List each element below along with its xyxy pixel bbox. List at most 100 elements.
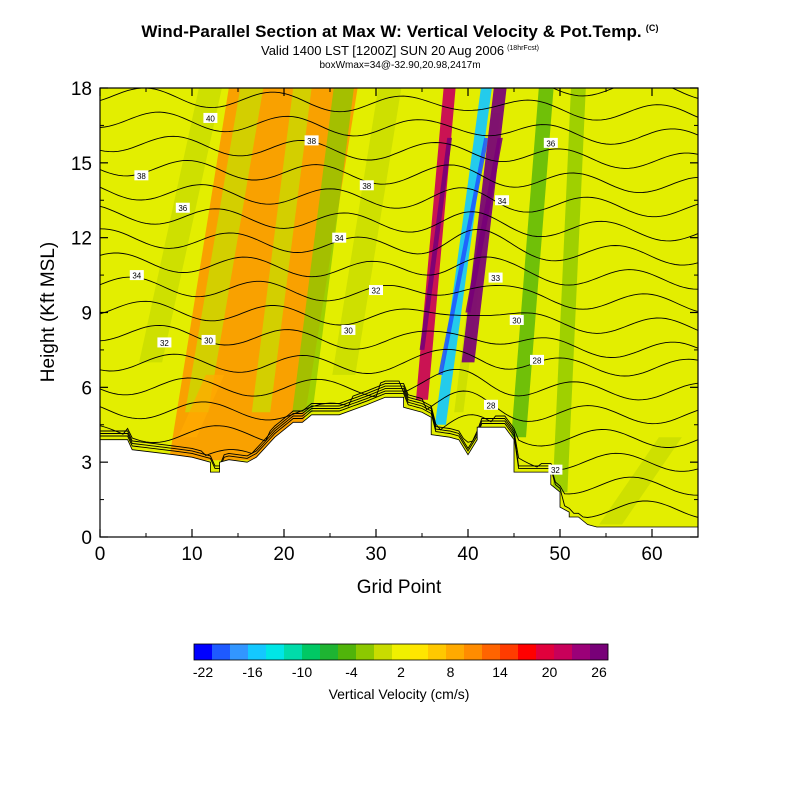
theta-contour-13 <box>100 184 698 218</box>
y-tick-label: 6 <box>81 378 92 399</box>
theta-contour-16 <box>100 111 698 145</box>
contour-label-11: 32 <box>157 337 172 348</box>
theta-contour-labels: 40 38 38 38 36 36 34 34 34 33 32 32 30 30 30 28 28 32 <box>129 112 563 475</box>
theta-contour-9 <box>100 276 698 313</box>
colorbar-swatch <box>572 644 591 660</box>
contour-label-3: 38 <box>134 170 149 181</box>
colorbar-swatch <box>374 644 393 660</box>
chart-title-mark: (C) <box>645 23 659 33</box>
colorbar-frame <box>193 643 609 661</box>
x-axis-label: Grid Point <box>357 577 442 598</box>
colorbar-swatch <box>230 644 249 660</box>
theta-contour-15 <box>100 135 698 169</box>
contour-label-6: 34 <box>332 232 347 243</box>
colorbar-tick-label: 26 <box>591 664 607 680</box>
contour-label-0: 40 <box>203 112 218 123</box>
colorbar-swatch <box>554 644 573 660</box>
contour-label-text: 32 <box>372 287 381 296</box>
contour-label-bg <box>369 285 383 296</box>
contour-label-text: 38 <box>137 172 146 181</box>
contour-label-text: 28 <box>487 401 496 410</box>
colorbar-swatch <box>500 644 519 660</box>
contour-label-bg <box>157 337 172 348</box>
colorbar-tick-label: -10 <box>292 664 312 680</box>
theta-contours <box>100 40 698 518</box>
terrain-surface <box>100 396 698 537</box>
contour-label-5: 36 <box>543 137 558 148</box>
theta-contour-1 <box>100 390 698 496</box>
y-tick-label: 0 <box>81 528 92 549</box>
colorbar-tick-label: -4 <box>345 664 358 680</box>
contour-label-bg <box>495 195 510 206</box>
contour-label-14: 30 <box>509 314 524 325</box>
y-axis-label: Height (Kft MSL) <box>38 242 59 382</box>
plot-area: 40 38 38 38 36 36 34 34 34 33 32 32 30 30 30 28 28 32 <box>100 40 698 537</box>
theta-contour-19 <box>100 40 698 76</box>
theta-contour-2 <box>100 388 698 472</box>
colorbar-swatch <box>212 644 231 660</box>
chart-subtitle-note: (18hrFcst) <box>507 45 539 52</box>
y-tick-label: 12 <box>71 229 92 250</box>
contour-label-text: 28 <box>533 356 542 365</box>
contour-label-text: 38 <box>307 137 316 146</box>
contour-label-text: 30 <box>204 336 213 345</box>
contour-label-text: 30 <box>344 326 353 335</box>
w-band-10 <box>511 88 554 438</box>
contour-label-bg <box>359 180 374 191</box>
colorbar-swatch <box>284 644 303 660</box>
x-tick-label: 40 <box>457 544 478 565</box>
chart-info-line: boxWmax=34@-32.90,20.98,2417m <box>319 60 481 71</box>
x-tick-label: 60 <box>641 544 662 565</box>
contour-label-text: 36 <box>546 139 555 148</box>
y-tick-label: 3 <box>81 453 92 474</box>
contour-label-bg <box>304 135 319 146</box>
contour-label-9: 33 <box>488 272 503 283</box>
theta-contour-4 <box>100 383 698 425</box>
contour-label-bg <box>509 314 524 325</box>
x-tick-label: 10 <box>181 544 202 565</box>
contour-label-bg <box>134 170 149 181</box>
contour-label-17: 32 <box>548 464 563 475</box>
colorbar-swatch <box>392 644 411 660</box>
colorbar-swatch <box>446 644 465 660</box>
colorbar-tick-label: -22 <box>193 664 213 680</box>
x-tick-label: 20 <box>273 544 294 565</box>
contour-label-bg <box>488 272 503 283</box>
colorbar-tick-label: 14 <box>492 664 508 680</box>
contour-label-bg <box>548 464 563 475</box>
theta-contour-6 <box>100 348 698 377</box>
contour-label-bg <box>484 399 498 410</box>
contour-label-text: 34 <box>132 272 141 281</box>
theta-contour-17 <box>100 88 698 121</box>
theta-contour-8 <box>100 300 698 334</box>
colorbar-swatch <box>410 644 429 660</box>
theta-contour-10 <box>100 252 698 290</box>
chart-title-text: Wind-Parallel Section at Max W: Vertical… <box>141 22 642 41</box>
chart-title: Wind-Parallel Section at Max W: Vertical… <box>0 22 800 42</box>
colorbar-tick-label: 2 <box>397 664 405 680</box>
contour-label-bg <box>543 137 558 148</box>
contour-label-bg <box>332 232 347 243</box>
colorbar-swatch <box>464 644 483 660</box>
contour-label-text: 30 <box>512 316 521 325</box>
w-band-13 <box>599 437 682 525</box>
y-tick-label: 18 <box>71 79 92 100</box>
colorbar-tick-label: 20 <box>542 664 558 680</box>
contour-label-12: 30 <box>201 334 216 345</box>
theta-contour-18 <box>324 88 698 99</box>
x-tick-label: 50 <box>549 544 570 565</box>
theta-contour-14 <box>100 160 698 194</box>
colorbar-swatch <box>338 644 357 660</box>
colorbar-swatch <box>266 644 285 660</box>
x-tick-label: 0 <box>95 544 106 565</box>
contour-label-bg <box>203 112 218 123</box>
contour-label-text: 36 <box>178 204 187 213</box>
contour-label-bg <box>201 334 216 345</box>
contour-label-text: 32 <box>160 339 169 348</box>
theta-contour-11 <box>100 228 698 266</box>
y-tick-label: 9 <box>81 304 92 325</box>
chart-subtitle-text: Valid 1400 LST [1200Z] SUN 20 Aug 2006 <box>261 43 505 58</box>
colorbar-label: Vertical Velocity (cm/s) <box>329 686 470 702</box>
terrain-layer <box>100 396 698 537</box>
